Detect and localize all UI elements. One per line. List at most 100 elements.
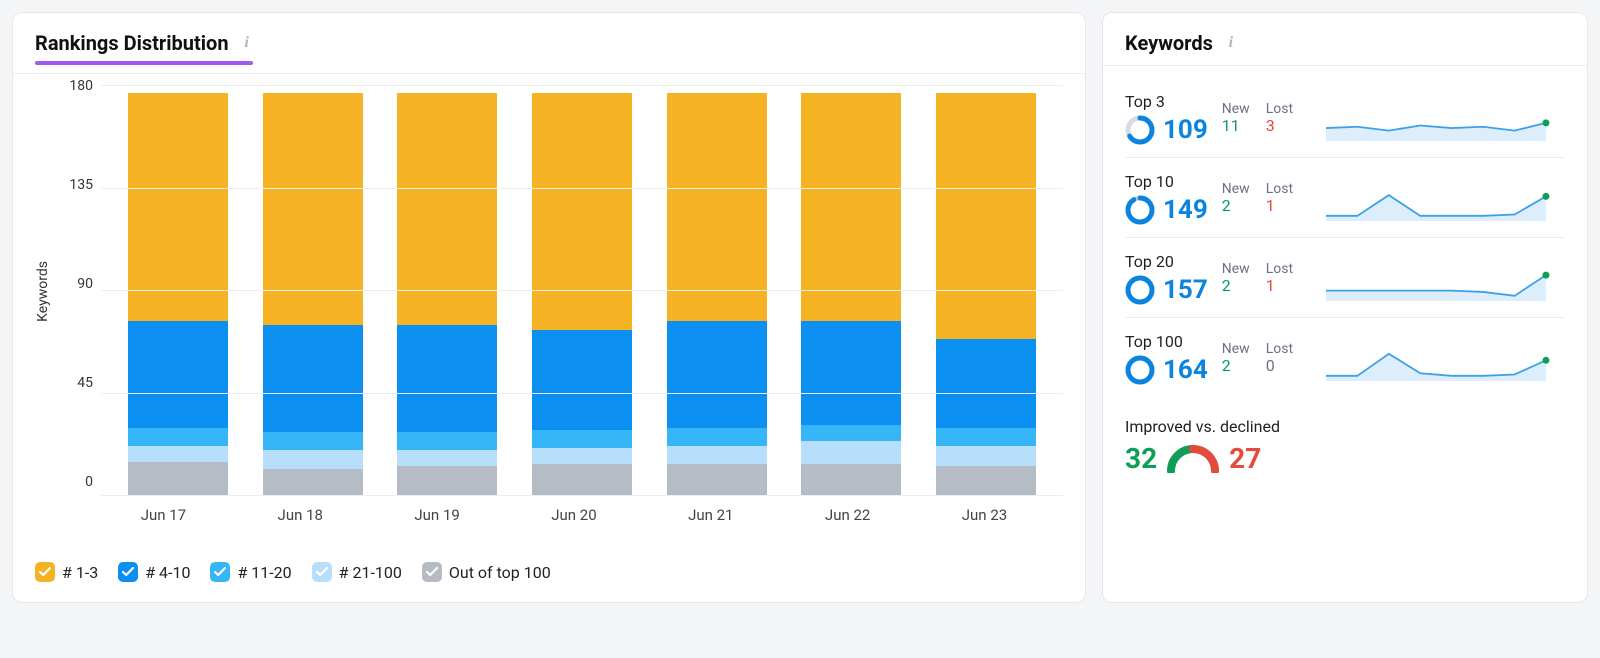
- keyword-group-row[interactable]: Top 20157New2Lost1: [1125, 238, 1565, 318]
- bar-column[interactable]: [397, 86, 497, 496]
- bar-segment-r4_10[interactable]: [128, 321, 228, 428]
- bar-segment-out_top_100[interactable]: [397, 466, 497, 496]
- bar-segment-r4_10[interactable]: [801, 321, 901, 426]
- bar-column[interactable]: [936, 86, 1036, 496]
- bar-segment-r11_20[interactable]: [667, 428, 767, 446]
- x-axis-label: Jun 18: [250, 506, 350, 524]
- lost-label: Lost: [1266, 261, 1293, 277]
- bar-segment-r11_20[interactable]: [263, 432, 363, 450]
- bar-segment-r11_20[interactable]: [532, 430, 632, 448]
- bar-segment-r4_10[interactable]: [667, 321, 767, 428]
- bar-segment-r21_100[interactable]: [532, 448, 632, 464]
- bar-segment-r4_10[interactable]: [532, 330, 632, 430]
- keyword-group-row[interactable]: Top 10149New2Lost1: [1125, 158, 1565, 238]
- improved-vs-declined: Improved vs. declined 32 27: [1125, 417, 1565, 475]
- chart-legend: # 1-3 # 4-10 # 11-20 # 21-100 Out of top 100: [35, 562, 1063, 582]
- bar-segment-out_top_100[interactable]: [667, 464, 767, 496]
- bar-column[interactable]: [128, 86, 228, 496]
- keyword-group-label: Top 10: [1125, 172, 1208, 191]
- keyword-group-row[interactable]: Top 100164New2Lost0: [1125, 318, 1565, 397]
- y-axis-label: Keywords: [35, 261, 51, 322]
- legend-swatch: [422, 562, 442, 582]
- x-axis-label: Jun 20: [524, 506, 624, 524]
- info-icon[interactable]: i: [239, 35, 255, 51]
- bar-segment-out_top_100[interactable]: [128, 462, 228, 496]
- bar-segment-r11_20[interactable]: [801, 425, 901, 441]
- legend-label: # 1-3: [62, 563, 98, 582]
- progress-ring-icon: [1125, 115, 1155, 145]
- legend-item-out_top_100[interactable]: Out of top 100: [422, 562, 551, 582]
- keyword-group-value: 157: [1163, 275, 1208, 305]
- ivd-label: Improved vs. declined: [1125, 417, 1565, 436]
- y-tick: 0: [57, 475, 93, 489]
- keywords-card: Keywords i Top 3109New11Lost3Top 10149Ne…: [1102, 12, 1588, 603]
- keyword-group-label: Top 3: [1125, 92, 1208, 111]
- sparkline: [1307, 257, 1565, 301]
- bar-segment-r21_100[interactable]: [263, 450, 363, 468]
- bar-segment-out_top_100[interactable]: [263, 469, 363, 496]
- bar-segment-r21_100[interactable]: [936, 446, 1036, 467]
- bar-segment-r4_10[interactable]: [397, 325, 497, 432]
- gridline: [101, 393, 1063, 394]
- keyword-group-label: Top 100: [1125, 332, 1208, 351]
- keyword-group-label: Top 20: [1125, 252, 1208, 271]
- keywords-header: Keywords i: [1125, 31, 1565, 55]
- keyword-group-row[interactable]: Top 3109New11Lost3: [1125, 78, 1565, 158]
- legend-item-r4_10[interactable]: # 4-10: [118, 562, 190, 582]
- x-axis-label: Jun 22: [798, 506, 898, 524]
- bar-column[interactable]: [263, 86, 363, 496]
- legend-label: # 11-20: [237, 563, 291, 582]
- bar-segment-out_top_100[interactable]: [801, 464, 901, 496]
- bar-segment-r21_100[interactable]: [667, 446, 767, 464]
- improved-count: 32: [1125, 442, 1157, 475]
- bars-row: [101, 86, 1063, 496]
- bar-column[interactable]: [801, 86, 901, 496]
- bar-segment-r11_20[interactable]: [128, 428, 228, 446]
- bar-segment-r11_20[interactable]: [936, 428, 1036, 446]
- legend-item-r11_20[interactable]: # 11-20: [210, 562, 291, 582]
- y-ticks: 18013590450: [57, 86, 101, 496]
- legend-item-r1_3[interactable]: # 1-3: [35, 562, 98, 582]
- bar-segment-r4_10[interactable]: [936, 339, 1036, 428]
- sparkline: [1307, 337, 1565, 381]
- bar-segment-r4_10[interactable]: [263, 325, 363, 432]
- bar-segment-out_top_100[interactable]: [532, 464, 632, 496]
- bar-segment-out_top_100[interactable]: [936, 466, 1036, 496]
- bar-segment-r1_3[interactable]: [801, 93, 901, 321]
- lost-label: Lost: [1266, 341, 1293, 357]
- legend-label: Out of top 100: [449, 563, 551, 582]
- x-axis-label: Jun 21: [661, 506, 761, 524]
- bar-segment-r1_3[interactable]: [532, 93, 632, 330]
- bar-segment-r1_3[interactable]: [667, 93, 767, 321]
- title-underline: [35, 61, 253, 65]
- divider: [13, 73, 1085, 74]
- keyword-group-value: 164: [1163, 355, 1208, 385]
- bar-column[interactable]: [667, 86, 767, 496]
- bar-segment-r11_20[interactable]: [397, 432, 497, 450]
- bar-segment-r21_100[interactable]: [128, 446, 228, 462]
- new-value: 2: [1222, 197, 1250, 215]
- gridline: [101, 290, 1063, 291]
- gauge-icon: [1167, 445, 1219, 473]
- plot-area: [101, 86, 1063, 496]
- legend-item-r21_100[interactable]: # 21-100: [312, 562, 402, 582]
- legend-swatch: [35, 562, 55, 582]
- info-icon[interactable]: i: [1223, 35, 1239, 51]
- legend-swatch: [210, 562, 230, 582]
- y-tick: 180: [57, 79, 93, 93]
- new-label: New: [1222, 181, 1250, 197]
- bar-segment-r21_100[interactable]: [801, 441, 901, 464]
- bar-segment-r21_100[interactable]: [397, 450, 497, 466]
- x-axis-label: Jun 17: [113, 506, 213, 524]
- x-axis-label: Jun 19: [387, 506, 487, 524]
- legend-swatch: [312, 562, 332, 582]
- gridline: [101, 85, 1063, 86]
- bar-segment-r1_3[interactable]: [936, 93, 1036, 339]
- new-value: 2: [1222, 357, 1250, 375]
- legend-label: # 21-100: [339, 563, 402, 582]
- sparkline: [1307, 177, 1565, 221]
- bar-column[interactable]: [532, 86, 632, 496]
- lost-label: Lost: [1266, 101, 1293, 117]
- bar-segment-r1_3[interactable]: [128, 93, 228, 321]
- legend-label: # 4-10: [145, 563, 190, 582]
